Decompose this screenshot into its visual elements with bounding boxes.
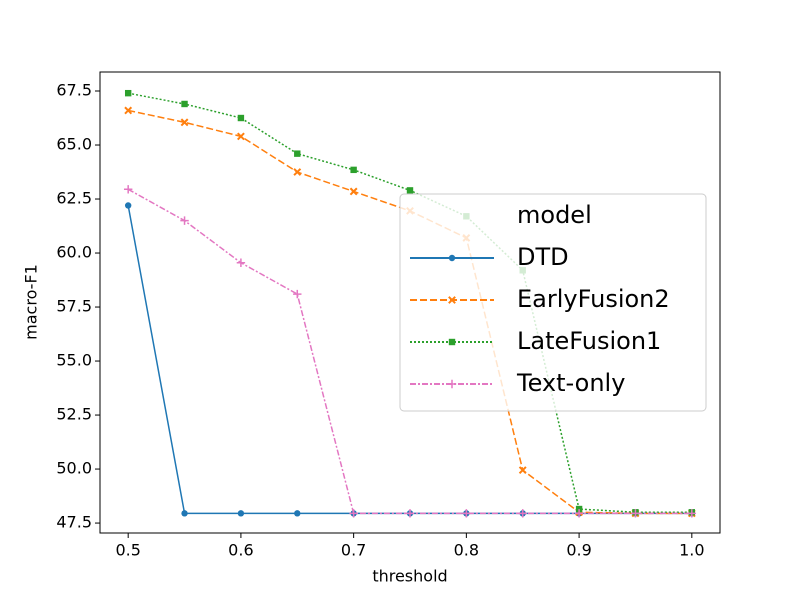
point	[124, 89, 132, 97]
legend: model DTD EarlyFusion2 LateFusion1 Text-only	[399, 193, 707, 412]
legend-title: model	[517, 201, 592, 229]
point	[293, 289, 302, 299]
point	[574, 509, 584, 518]
point	[237, 114, 245, 122]
point	[124, 202, 132, 209]
y-tick-label: 60.0	[56, 243, 92, 262]
y-tick-label: 62.5	[56, 189, 92, 208]
point	[406, 187, 414, 194]
x-tick-label: 0.8	[454, 541, 479, 560]
point	[237, 132, 245, 141]
legend-label: Text-only	[516, 369, 625, 397]
point	[405, 509, 415, 518]
y-tick-label: 65.0	[56, 135, 92, 154]
point	[687, 509, 697, 518]
point	[349, 509, 358, 518]
point	[124, 106, 133, 115]
legend-marker	[448, 296, 456, 304]
legend-label: DTD	[517, 243, 569, 271]
legend-marker	[448, 254, 456, 262]
y-tick-label: 55.0	[56, 351, 92, 370]
plot-frame	[99, 71, 721, 534]
x-tick-label: 0.9	[566, 541, 591, 560]
point	[236, 258, 246, 267]
point	[293, 168, 302, 176]
y-tick-label: 47.5	[56, 513, 92, 532]
point	[518, 509, 527, 518]
y-tick-label: 57.5	[56, 297, 92, 316]
legend-marker	[448, 338, 456, 346]
point	[294, 150, 301, 157]
point	[462, 509, 471, 518]
x-axis-label: threshold	[372, 567, 447, 586]
legend-box	[399, 193, 707, 412]
y-tick-label: 50.0	[56, 459, 92, 478]
point	[631, 509, 640, 518]
point	[123, 185, 133, 194]
point	[181, 510, 188, 517]
y-tick-label: 52.5	[56, 405, 92, 424]
point	[237, 510, 245, 517]
y-axis-label: macro-F1	[22, 264, 41, 340]
legend-marker	[447, 379, 457, 389]
legend-label: EarlyFusion2	[517, 285, 670, 313]
point	[575, 505, 583, 513]
x-tick-label: 0.7	[341, 541, 366, 560]
point	[180, 216, 189, 225]
point	[349, 187, 358, 196]
point	[180, 118, 189, 127]
x-tick-label: 0.5	[115, 541, 140, 560]
legend-label: LateFusion1	[517, 327, 661, 355]
point	[294, 510, 301, 517]
point	[518, 466, 527, 475]
y-tick-label: 67.5	[56, 81, 92, 100]
point	[181, 100, 188, 108]
x-tick-label: 1.0	[679, 541, 704, 560]
point	[350, 166, 357, 174]
x-tick-label: 0.6	[228, 541, 253, 560]
